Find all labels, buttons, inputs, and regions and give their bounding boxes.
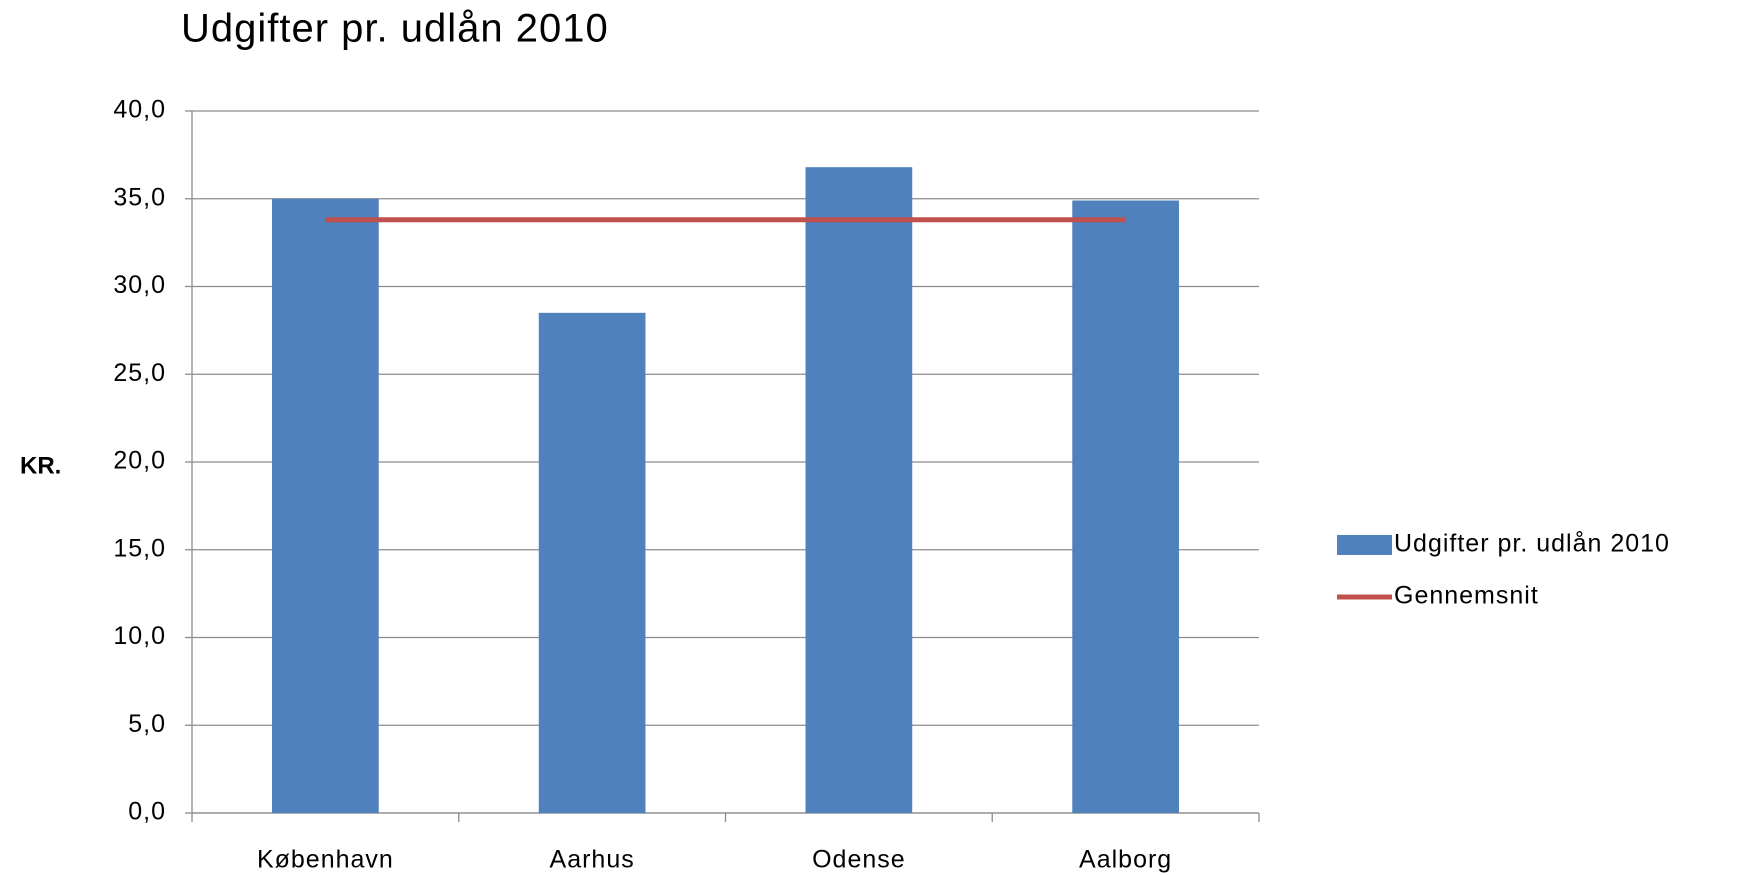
- x-tick-label: København: [257, 846, 394, 874]
- y-tick-label: 40,0: [113, 96, 166, 124]
- y-tick-label: 35,0: [113, 183, 166, 211]
- y-axis-label: KR.: [20, 452, 61, 479]
- y-tick-label: 20,0: [113, 447, 166, 475]
- bar: [805, 167, 913, 813]
- legend-label: Gennemsnit: [1394, 582, 1539, 610]
- chart-title: Udgifter pr. udlån 2010: [181, 7, 609, 51]
- y-tick-label: 25,0: [113, 359, 166, 387]
- y-tick-label: 30,0: [113, 271, 166, 299]
- legend-label: Udgifter pr. udlån 2010: [1394, 530, 1670, 558]
- y-tick-label: 0,0: [128, 798, 166, 826]
- legend-swatch: [1337, 535, 1392, 555]
- bar: [272, 198, 379, 813]
- x-tick-label: Odense: [812, 846, 906, 874]
- x-tick-label: Aalborg: [1079, 846, 1172, 874]
- y-tick-label: 15,0: [113, 534, 166, 562]
- y-tick-label: 5,0: [128, 710, 166, 738]
- x-tick-label: Aarhus: [550, 846, 635, 874]
- bar: [1072, 200, 1179, 813]
- bar: [538, 312, 646, 813]
- y-tick-label: 10,0: [113, 622, 166, 650]
